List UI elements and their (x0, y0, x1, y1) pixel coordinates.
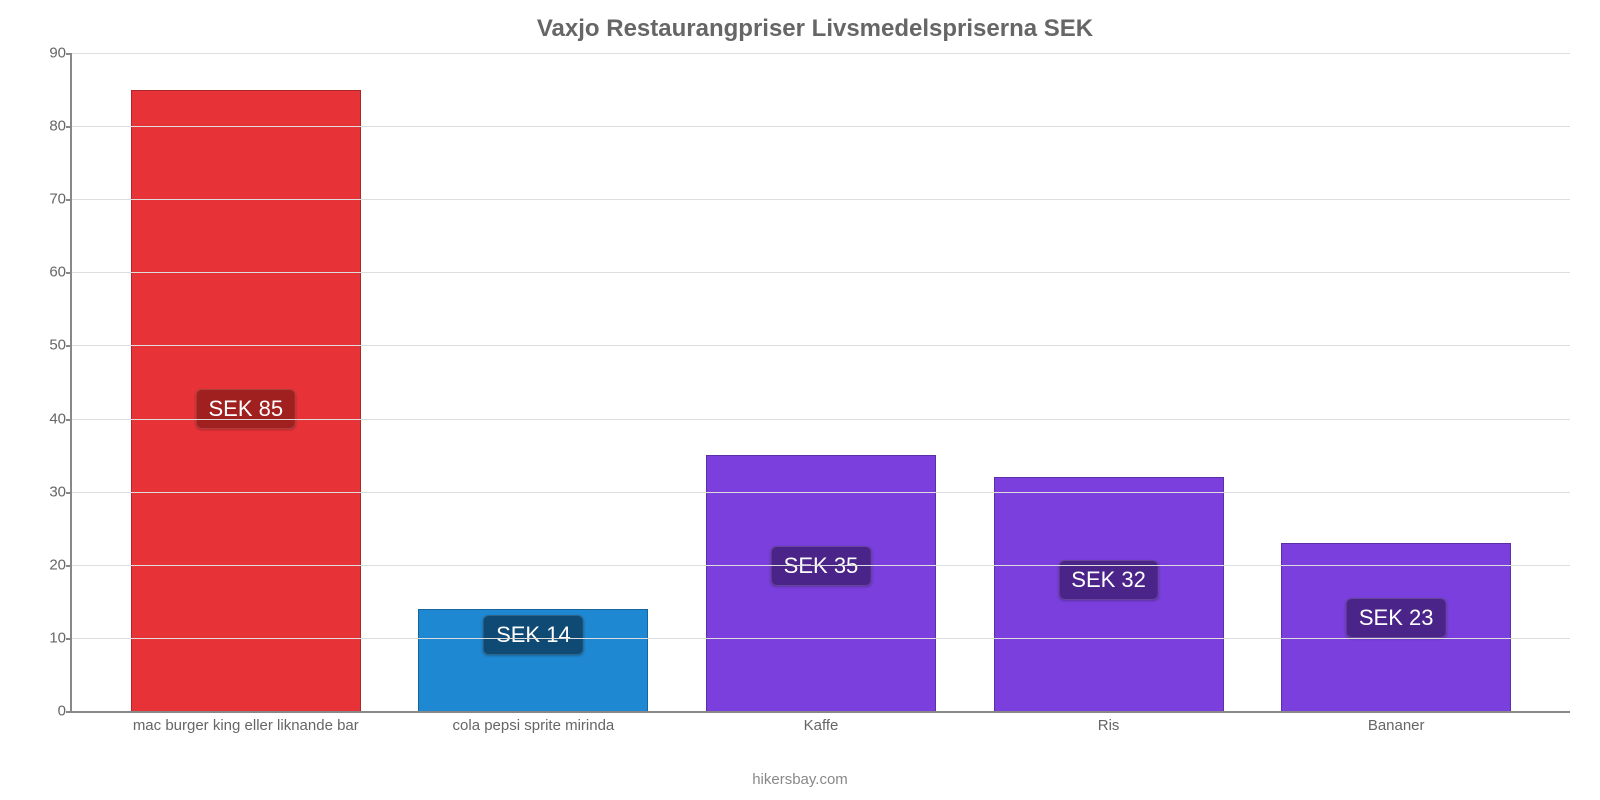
bar: SEK 23 (1281, 543, 1511, 711)
chart-title: Vaxjo Restaurangpriser Livsmedelsprisern… (60, 15, 1570, 43)
bar: SEK 14 (418, 609, 648, 711)
bar: SEK 85 (131, 90, 361, 711)
bars-container: SEK 85 SEK 14 SEK 35 SEK 32 SEK 23 (72, 53, 1570, 711)
y-tick-mark (66, 565, 72, 567)
y-tick-label: 40 (32, 410, 66, 427)
grid-line (72, 638, 1570, 639)
bar: SEK 35 (706, 455, 936, 711)
grid-line (72, 272, 1570, 273)
grid-line (72, 345, 1570, 346)
price-chart: Vaxjo Restaurangpriser Livsmedelsprisern… (0, 0, 1600, 800)
y-tick-label: 60 (32, 264, 66, 281)
y-tick-label: 70 (32, 191, 66, 208)
bar-slot: SEK 32 (965, 53, 1253, 711)
bar: SEK 32 (994, 477, 1224, 711)
y-tick-label: 80 (32, 118, 66, 135)
grid-line (72, 419, 1570, 420)
value-badge: SEK 23 (1346, 598, 1447, 638)
grid-line (72, 199, 1570, 200)
value-badge: SEK 85 (195, 389, 296, 429)
credit-text: hikersbay.com (0, 771, 1600, 788)
y-tick-mark (66, 711, 72, 713)
y-tick-label: 10 (32, 629, 66, 646)
y-tick-label: 30 (32, 483, 66, 500)
y-tick-label: 50 (32, 337, 66, 354)
grid-line (72, 492, 1570, 493)
y-tick-mark (66, 638, 72, 640)
value-badge: SEK 32 (1058, 560, 1159, 600)
x-axis-label: mac burger king eller liknande bar (102, 711, 390, 734)
grid-line (72, 565, 1570, 566)
y-tick-mark (66, 419, 72, 421)
bar-slot: SEK 23 (1252, 53, 1540, 711)
plot-area: SEK 85SEK 14SEK 35SEK 32SEK 23 mac burge… (70, 53, 1570, 713)
x-axis-label: cola pepsi sprite mirinda (390, 711, 678, 734)
y-tick-mark (66, 53, 72, 55)
y-tick-label: 20 (32, 556, 66, 573)
y-tick-label: 0 (32, 703, 66, 720)
x-axis-label: Kaffe (677, 711, 965, 734)
y-tick-mark (66, 199, 72, 201)
grid-line (72, 53, 1570, 54)
bar-slot: SEK 14 (390, 53, 678, 711)
y-tick-mark (66, 126, 72, 128)
x-axis-label: Bananer (1252, 711, 1540, 734)
y-tick-label: 90 (32, 45, 66, 62)
grid-line (72, 126, 1570, 127)
value-badge: SEK 14 (483, 615, 584, 655)
x-axis-label: Ris (965, 711, 1253, 734)
y-tick-mark (66, 345, 72, 347)
y-tick-mark (66, 272, 72, 274)
bar-slot: SEK 35 (677, 53, 965, 711)
y-tick-mark (66, 492, 72, 494)
x-axis-labels: mac burger king eller liknande barcola p… (72, 711, 1570, 734)
bar-slot: SEK 85 (102, 53, 390, 711)
